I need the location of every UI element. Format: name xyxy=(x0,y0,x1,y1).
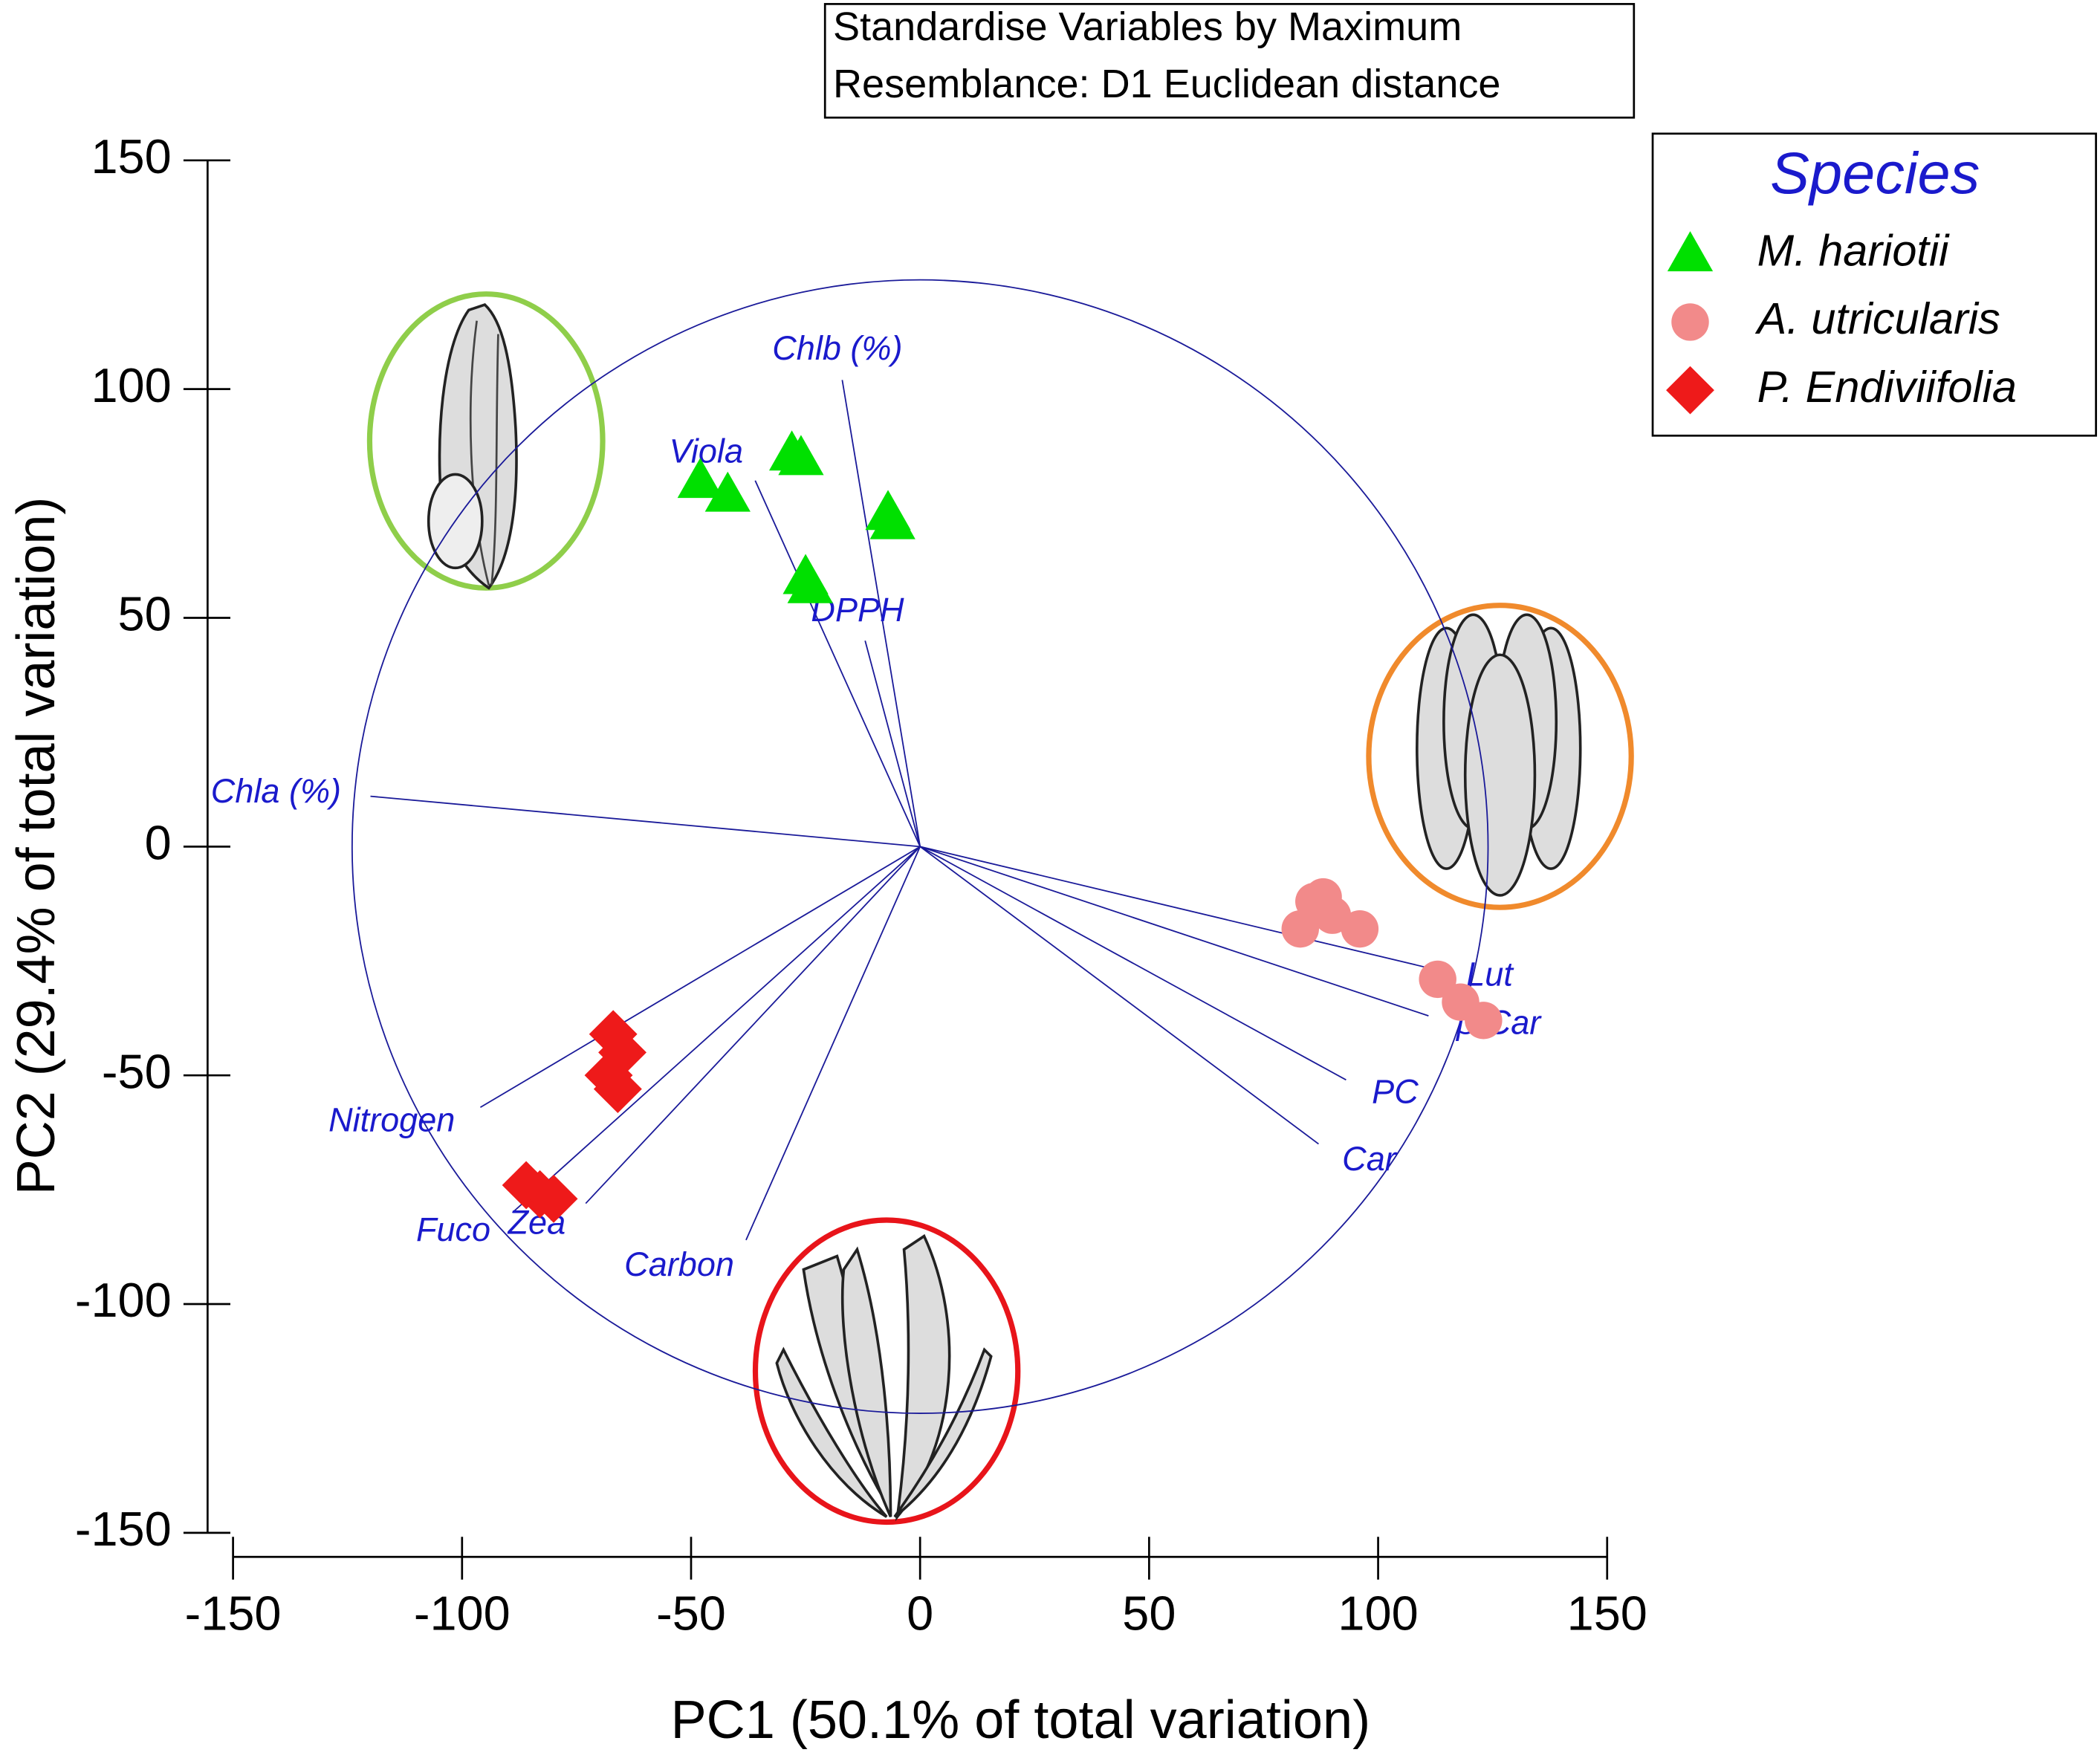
vector-label: Fuco xyxy=(416,1210,490,1248)
correlation-circle xyxy=(351,279,1489,1414)
point xyxy=(593,1065,642,1114)
info-line: Resemblance: D1 Euclidean distance xyxy=(833,62,1500,106)
loading-vector xyxy=(919,846,1438,971)
y-tick-label: 100 xyxy=(91,358,171,412)
x-tick-label: -100 xyxy=(414,1586,511,1640)
illustration-red xyxy=(752,1217,1021,1525)
x-tick-label: -150 xyxy=(185,1586,282,1640)
loading-vector xyxy=(754,480,921,847)
legend-title: Species xyxy=(1770,140,1980,206)
y-tick-label: -100 xyxy=(75,1273,172,1327)
vector-label: PC xyxy=(1372,1072,1419,1110)
legend-box xyxy=(1651,132,2097,437)
x-tick-label: 50 xyxy=(1122,1586,1176,1640)
x-tick-label: 100 xyxy=(1338,1586,1418,1640)
legend-label: M. hariotii xyxy=(1757,225,1951,275)
x-tick-label: -50 xyxy=(656,1586,726,1640)
x-axis-title: PC1 (50.1% of total variation) xyxy=(671,1690,1370,1750)
vector-label: Nitrogen xyxy=(328,1100,455,1138)
y-tick-label: -50 xyxy=(102,1044,172,1098)
info-line: Standardise Variables by Maximum xyxy=(833,4,1462,49)
loading-vector xyxy=(370,795,921,848)
point xyxy=(787,562,833,603)
vector-label: Viola xyxy=(670,432,743,470)
point xyxy=(869,499,915,539)
info-box xyxy=(823,3,1636,119)
illustration-green xyxy=(366,291,606,591)
y-axis-title: PC2 (29.4% of total variation) xyxy=(7,497,66,1195)
vector-label: Chlb (%) xyxy=(772,329,902,367)
illustration-orange xyxy=(1366,603,1634,910)
legend-label: P. Endiviifolia xyxy=(1757,362,2017,412)
y-tick-label: 50 xyxy=(118,587,172,641)
y-tick-label: 150 xyxy=(91,129,171,184)
point xyxy=(704,471,751,512)
x-tick-label: 150 xyxy=(1567,1586,1647,1640)
vector-label: Lut xyxy=(1466,956,1514,993)
vector-label: Car xyxy=(1342,1140,1398,1178)
point xyxy=(1419,960,1456,999)
legend-label: A. utricularis xyxy=(1755,294,2000,343)
point xyxy=(529,1175,578,1223)
point xyxy=(1341,909,1379,948)
x-tick-label: 0 xyxy=(907,1586,933,1640)
loading-vector xyxy=(745,846,921,1241)
point xyxy=(677,458,723,499)
loading-vector xyxy=(919,846,1346,1081)
loading-vector xyxy=(511,846,921,1213)
loading-vector xyxy=(919,846,1319,1145)
vector-label: Chla (%) xyxy=(211,772,341,810)
y-tick-label: -150 xyxy=(75,1502,172,1556)
legend-marker xyxy=(1671,303,1709,341)
point xyxy=(1465,1002,1503,1040)
vector-label: Carbon xyxy=(624,1245,734,1283)
loading-vector xyxy=(841,380,921,847)
loading-vector xyxy=(585,846,921,1204)
legend-marker xyxy=(1666,366,1714,415)
y-tick-label: 0 xyxy=(145,816,172,870)
legend-marker xyxy=(1667,231,1714,272)
point xyxy=(778,435,824,476)
loading-vector xyxy=(479,846,921,1109)
loading-vector xyxy=(919,846,1429,1016)
loading-vector xyxy=(864,641,921,847)
